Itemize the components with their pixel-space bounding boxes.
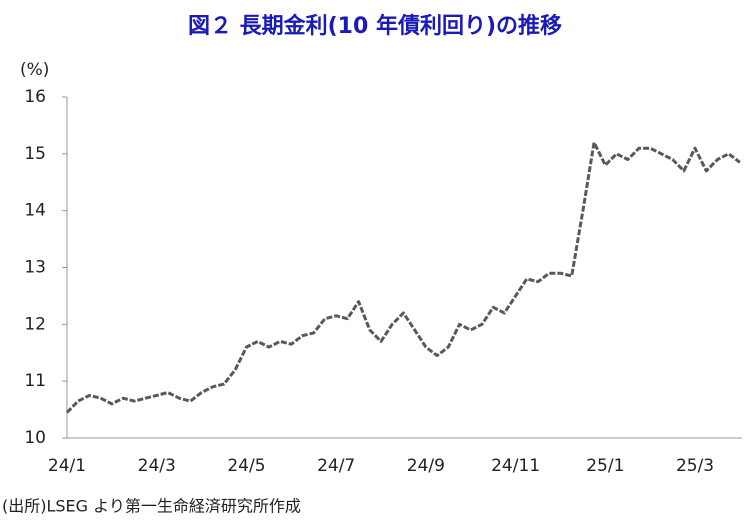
x-tick-label: 24/3 [138, 456, 176, 476]
y-tick-label: 16 [24, 87, 46, 107]
x-tick-label: 25/1 [586, 456, 624, 476]
x-tick-label: 24/7 [317, 456, 355, 476]
y-tick-label: 13 [24, 258, 46, 278]
data-line [65, 141, 741, 414]
x-tick-label: 24/5 [227, 456, 265, 476]
y-tick-label: 14 [24, 201, 46, 221]
source-note: (出所)LSEG より第一生命経済研究所作成 [2, 497, 301, 516]
x-tick-label: 25/3 [676, 456, 714, 476]
y-tick-label: 15 [24, 144, 46, 164]
x-tick-label: 24/11 [491, 456, 540, 476]
y-axis-unit: (%) [20, 60, 49, 80]
y-tick-label: 11 [24, 371, 46, 391]
y-tick-label: 10 [24, 428, 46, 448]
y-tick-label: 12 [24, 314, 46, 334]
x-tick-label: 24/1 [48, 456, 86, 476]
x-tick-label: 24/9 [407, 456, 445, 476]
chart-title: 図２ 長期金利(10 年債利回り)の推移 [188, 13, 562, 39]
